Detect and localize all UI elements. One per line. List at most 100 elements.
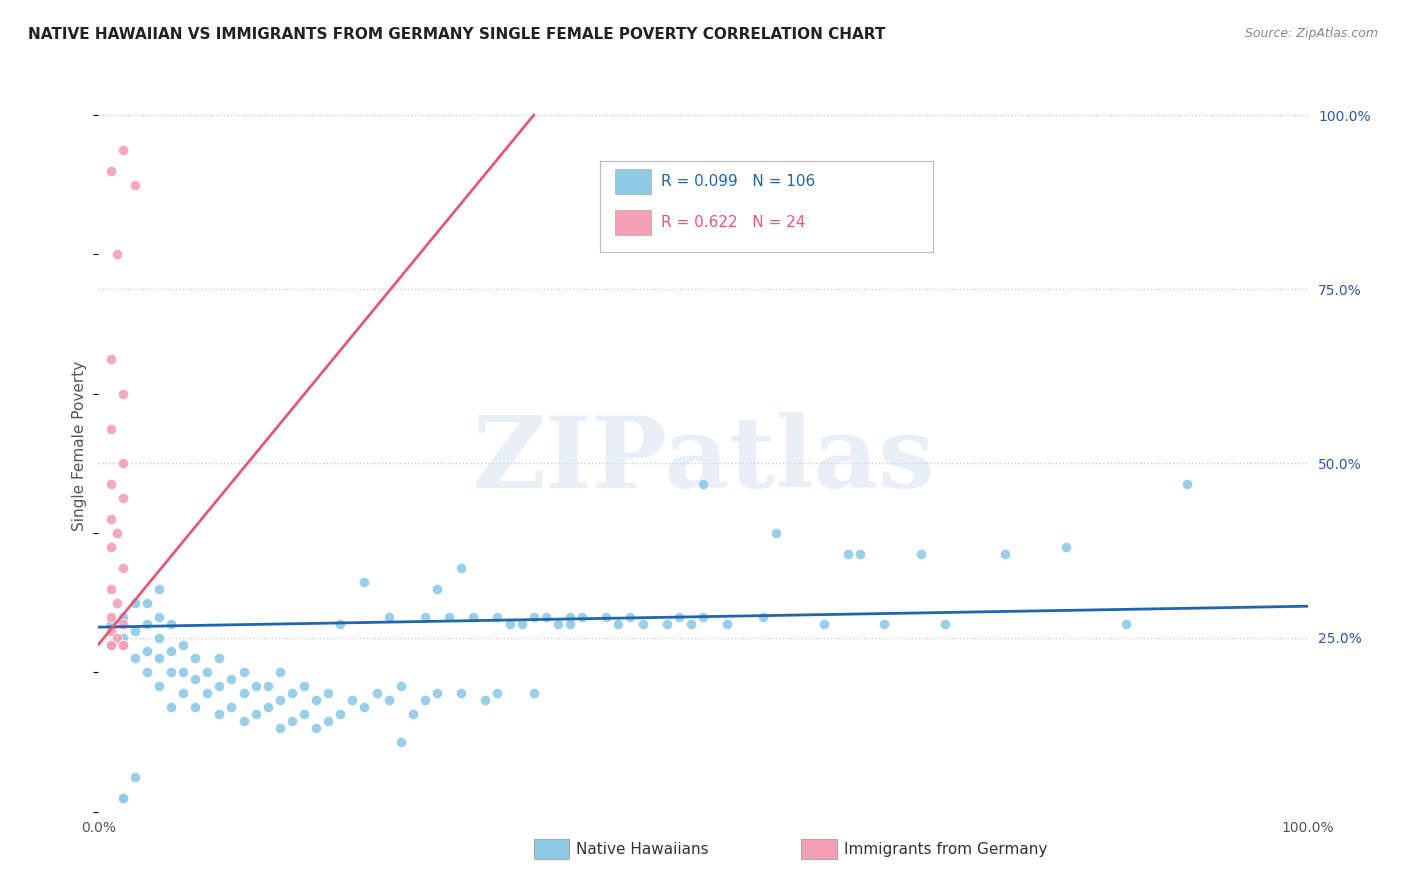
Point — [232, 686, 254, 700]
Text: R = 0.099   N = 106: R = 0.099 N = 106 — [661, 174, 815, 189]
Point — [389, 735, 412, 749]
Point — [172, 686, 194, 700]
Point — [208, 651, 231, 665]
Point — [631, 616, 654, 631]
Point — [232, 714, 254, 728]
Point — [184, 651, 207, 665]
Point — [474, 693, 496, 707]
Point — [135, 616, 157, 631]
Point — [342, 693, 364, 707]
Point — [111, 631, 134, 645]
Point — [655, 616, 678, 631]
Point — [292, 679, 315, 693]
Point — [105, 247, 128, 261]
Point — [329, 707, 352, 722]
Point — [111, 143, 134, 157]
Point — [111, 386, 134, 401]
Point — [172, 665, 194, 680]
Point — [716, 616, 738, 631]
Point — [111, 561, 134, 575]
Point — [148, 609, 170, 624]
Point — [1175, 477, 1198, 491]
Point — [124, 624, 146, 638]
Point — [148, 651, 170, 665]
Point — [232, 665, 254, 680]
Point — [523, 686, 546, 700]
Point — [765, 526, 787, 541]
Text: R = 0.622   N = 24: R = 0.622 N = 24 — [661, 215, 806, 230]
Point — [160, 616, 183, 631]
Point — [523, 609, 546, 624]
Point — [221, 673, 243, 687]
Point — [111, 790, 134, 805]
Point — [195, 686, 218, 700]
Point — [269, 665, 291, 680]
FancyBboxPatch shape — [614, 211, 651, 235]
Point — [292, 707, 315, 722]
Point — [377, 693, 399, 707]
Point — [245, 707, 267, 722]
Point — [668, 609, 690, 624]
Point — [510, 616, 533, 631]
Point — [281, 714, 304, 728]
Text: Native Hawaiians: Native Hawaiians — [576, 842, 709, 856]
Point — [316, 714, 339, 728]
Point — [329, 616, 352, 631]
Point — [571, 609, 593, 624]
FancyBboxPatch shape — [600, 161, 932, 252]
Point — [135, 644, 157, 658]
Point — [426, 582, 449, 596]
Point — [100, 638, 122, 652]
Point — [111, 609, 134, 624]
Point — [100, 616, 122, 631]
Point — [837, 547, 859, 561]
Point — [413, 609, 436, 624]
Point — [269, 721, 291, 735]
Point — [195, 665, 218, 680]
Text: Source: ZipAtlas.com: Source: ZipAtlas.com — [1244, 27, 1378, 40]
Point — [910, 547, 932, 561]
Point — [256, 700, 278, 714]
Point — [1115, 616, 1137, 631]
Point — [124, 178, 146, 192]
Point — [486, 686, 509, 700]
Point — [437, 609, 460, 624]
Point — [752, 609, 775, 624]
Text: Immigrants from Germany: Immigrants from Germany — [844, 842, 1047, 856]
Point — [269, 693, 291, 707]
Point — [148, 582, 170, 596]
Point — [486, 609, 509, 624]
Point — [172, 638, 194, 652]
Point — [221, 700, 243, 714]
Point — [692, 609, 714, 624]
Point — [305, 721, 328, 735]
Point — [994, 547, 1017, 561]
Point — [160, 700, 183, 714]
Point — [160, 665, 183, 680]
Point — [245, 679, 267, 693]
Text: NATIVE HAWAIIAN VS IMMIGRANTS FROM GERMANY SINGLE FEMALE POVERTY CORRELATION CHA: NATIVE HAWAIIAN VS IMMIGRANTS FROM GERMA… — [28, 27, 886, 42]
Point — [124, 596, 146, 610]
Point — [124, 770, 146, 784]
Point — [100, 638, 122, 652]
Point — [148, 679, 170, 693]
Point — [413, 693, 436, 707]
Point — [100, 351, 122, 366]
Point — [353, 574, 375, 589]
Point — [111, 616, 134, 631]
Point — [934, 616, 956, 631]
Point — [619, 609, 641, 624]
Point — [366, 686, 388, 700]
Point — [402, 707, 425, 722]
Point — [184, 700, 207, 714]
Point — [607, 616, 630, 631]
Point — [208, 679, 231, 693]
Point — [558, 616, 581, 631]
Point — [124, 651, 146, 665]
Point — [498, 616, 520, 631]
Point — [100, 477, 122, 491]
Point — [813, 616, 835, 631]
Point — [100, 609, 122, 624]
Point — [873, 616, 896, 631]
Point — [100, 164, 122, 178]
